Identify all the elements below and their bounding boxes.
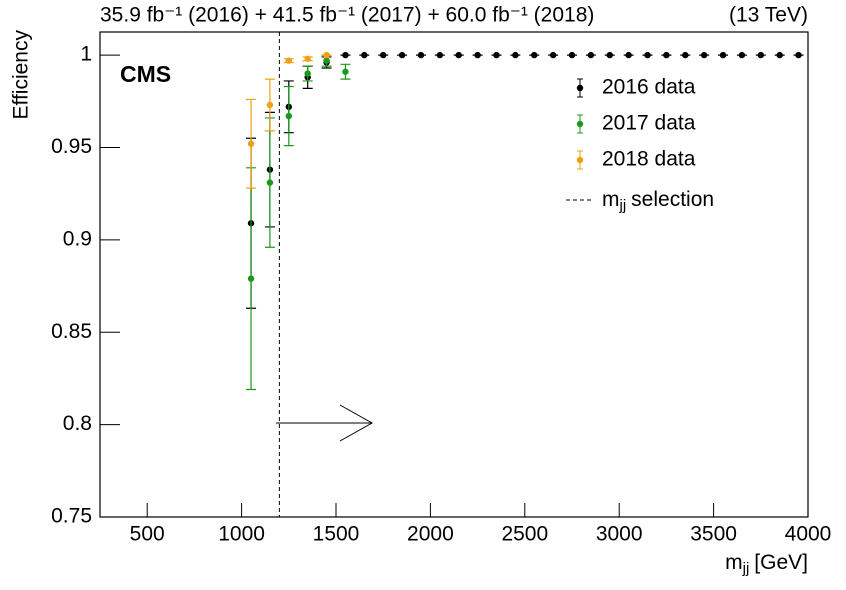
legend-label: 2016 data [602,76,696,99]
x-tick-label: 1500 [313,523,360,546]
data-point [776,51,783,59]
data-point [700,51,708,59]
legend-label-main: m [602,188,620,211]
data-point [436,51,444,59]
y-tick-label: 0.85 [51,320,92,343]
x-tick-label: 3500 [690,523,737,546]
data-point [757,51,764,59]
plot-frame [99,31,809,518]
y-tick-label: 0.95 [51,135,92,158]
x-label-sub: jj [742,560,750,577]
legend-label: 2017 data [602,112,696,135]
data-point [361,51,368,59]
data-point [380,51,387,59]
lumi-label: 35.9 fb⁻¹ (2016) + 41.5 fb⁻¹ (2017) + 60… [100,4,594,27]
data-point [455,51,462,59]
x-tick-label: 1000 [218,523,265,546]
legend-marker-dot [576,156,584,164]
data-point [342,68,349,75]
data-point [323,51,330,59]
data-point [266,101,274,109]
data-point [493,51,500,59]
cms-label: CMS [120,61,171,87]
data-point [719,51,727,59]
data-point [266,179,274,186]
data-point [682,51,689,59]
selection-arrow [276,404,374,442]
data-point [606,51,613,59]
energy-label: (13 TeV) [729,4,808,27]
x-tick-label: 2000 [407,523,454,546]
data-point [304,70,311,77]
y-tick-label: 0.9 [63,227,92,250]
data-point [531,51,538,59]
y-tick-label: 0.75 [51,505,92,528]
legend-label-rest: selection [631,188,714,211]
data-point [568,51,576,59]
x-label-main: m [725,551,743,574]
data-point [398,51,406,59]
data-point [285,112,292,120]
data-point [474,51,481,59]
data-point [247,275,255,282]
y-tick-label: 1 [80,43,92,66]
x-label-rest: [GeV] [754,551,808,574]
data-point [587,51,595,59]
x-tick-label: 500 [130,523,165,546]
data-point [663,51,670,59]
data-point [323,57,330,64]
legend-label-sub: jj [619,197,627,214]
legend-label: mjj selection [602,188,714,214]
y-axis-label: Efficiency [10,30,33,120]
data-point [417,51,425,59]
legend-marker-dot [576,120,584,128]
data-point [247,140,255,147]
x-tick-label: 3000 [596,523,643,546]
x-tick-label: 4000 [785,523,832,546]
data-point [625,51,632,59]
data-point [304,55,311,62]
x-tick-label: 2500 [501,523,548,546]
data-point [342,51,349,59]
data-point [738,51,746,59]
data-point [549,51,557,59]
y-tick-label: 0.8 [63,412,92,435]
data-point [644,51,651,59]
data-point [285,57,292,64]
data-point [795,51,802,59]
x-axis-label: mjj [GeV] [725,551,808,577]
legend-label: 2018 data [602,148,696,171]
legend-marker-dot [576,84,584,92]
data-point [512,51,519,59]
